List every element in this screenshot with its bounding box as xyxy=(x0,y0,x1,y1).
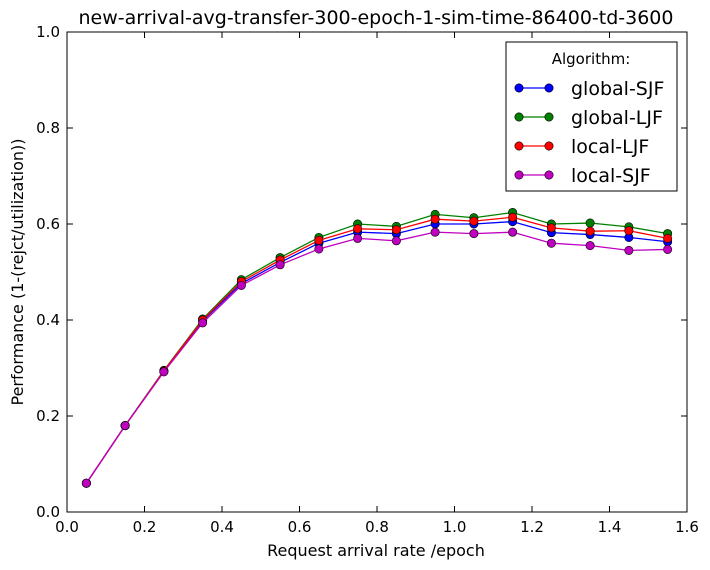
data-point xyxy=(585,218,595,228)
y-tick-label: 0.6 xyxy=(36,215,60,233)
data-point xyxy=(159,367,169,377)
x-tick-label: 1.6 xyxy=(675,518,699,536)
x-tick-label: 0.0 xyxy=(55,518,79,536)
legend-marker xyxy=(544,83,554,93)
data-point xyxy=(353,233,363,243)
legend-marker xyxy=(544,141,554,151)
series-local-SJF xyxy=(81,227,673,488)
data-point xyxy=(198,318,208,328)
series-layer xyxy=(81,207,673,488)
legend-label: local-SJF xyxy=(571,165,651,187)
x-tick-label: 1.0 xyxy=(443,518,467,536)
y-tick-label: 0.8 xyxy=(36,119,60,137)
legend-marker xyxy=(514,112,524,122)
legend-marker xyxy=(514,141,524,151)
y-axis-label: Performance (1-(rejct/utilization)) xyxy=(8,139,27,406)
x-tick-label: 0.8 xyxy=(365,518,389,536)
series-line xyxy=(85,231,668,484)
axis-ticks: 0.0 0.2 0.4 0.6 0.8 1.0 1.2 1.4 1.6 0.0 0.2 0.4 0.6 0… xyxy=(36,23,699,536)
data-point xyxy=(469,229,479,239)
data-point xyxy=(430,214,440,224)
y-tick-label: 1.0 xyxy=(36,23,60,41)
data-point xyxy=(391,236,401,246)
x-tick-label: 1.2 xyxy=(520,518,544,536)
chart-title: new-arrival-avg-transfer-300-epoch-1-sim… xyxy=(79,7,674,29)
y-tick-label: 0.0 xyxy=(36,503,60,521)
x-tick-label: 0.2 xyxy=(133,518,157,536)
legend-item: global-SJF xyxy=(514,78,664,100)
y-tick-label: 0.4 xyxy=(36,311,60,329)
data-point xyxy=(81,478,91,488)
data-point xyxy=(236,280,246,290)
x-axis-label: Request arrival rate /epoch xyxy=(267,541,485,560)
legend-label: global-SJF xyxy=(571,78,664,100)
legend-item: global-LJF xyxy=(514,107,663,129)
legend-label: global-LJF xyxy=(571,107,663,129)
data-point xyxy=(663,244,673,254)
data-point xyxy=(508,227,518,237)
legend-item: local-LJF xyxy=(514,136,649,158)
data-point xyxy=(508,212,518,222)
data-point xyxy=(585,226,595,236)
data-point xyxy=(663,233,673,243)
legend-items: global-SJF global-LJF local-LJF local-SJF xyxy=(514,78,664,187)
data-point xyxy=(314,244,324,254)
data-point xyxy=(275,260,285,270)
legend-title: Algorithm: xyxy=(552,50,631,68)
data-point xyxy=(430,227,440,237)
data-point xyxy=(469,216,479,226)
data-point xyxy=(314,235,324,245)
x-tick-label: 1.4 xyxy=(598,518,622,536)
data-point xyxy=(624,226,634,236)
series-line xyxy=(85,216,668,484)
legend-marker xyxy=(544,112,554,122)
legend-marker xyxy=(514,83,524,93)
data-point xyxy=(120,421,130,431)
x-tick-label: 0.6 xyxy=(288,518,312,536)
data-point xyxy=(546,223,556,233)
legend-marker xyxy=(544,170,554,180)
data-point xyxy=(391,225,401,235)
data-point xyxy=(624,245,634,255)
x-tick-label: 0.4 xyxy=(210,518,234,536)
data-point xyxy=(585,241,595,251)
data-point xyxy=(546,238,556,248)
legend: Algorithm: global-SJF global-LJF local-LJF… xyxy=(505,41,678,192)
legend-marker xyxy=(514,170,524,180)
y-tick-label: 0.2 xyxy=(36,407,60,425)
legend-item: local-SJF xyxy=(514,165,651,187)
data-point xyxy=(353,224,363,234)
legend-label: local-LJF xyxy=(571,136,649,158)
